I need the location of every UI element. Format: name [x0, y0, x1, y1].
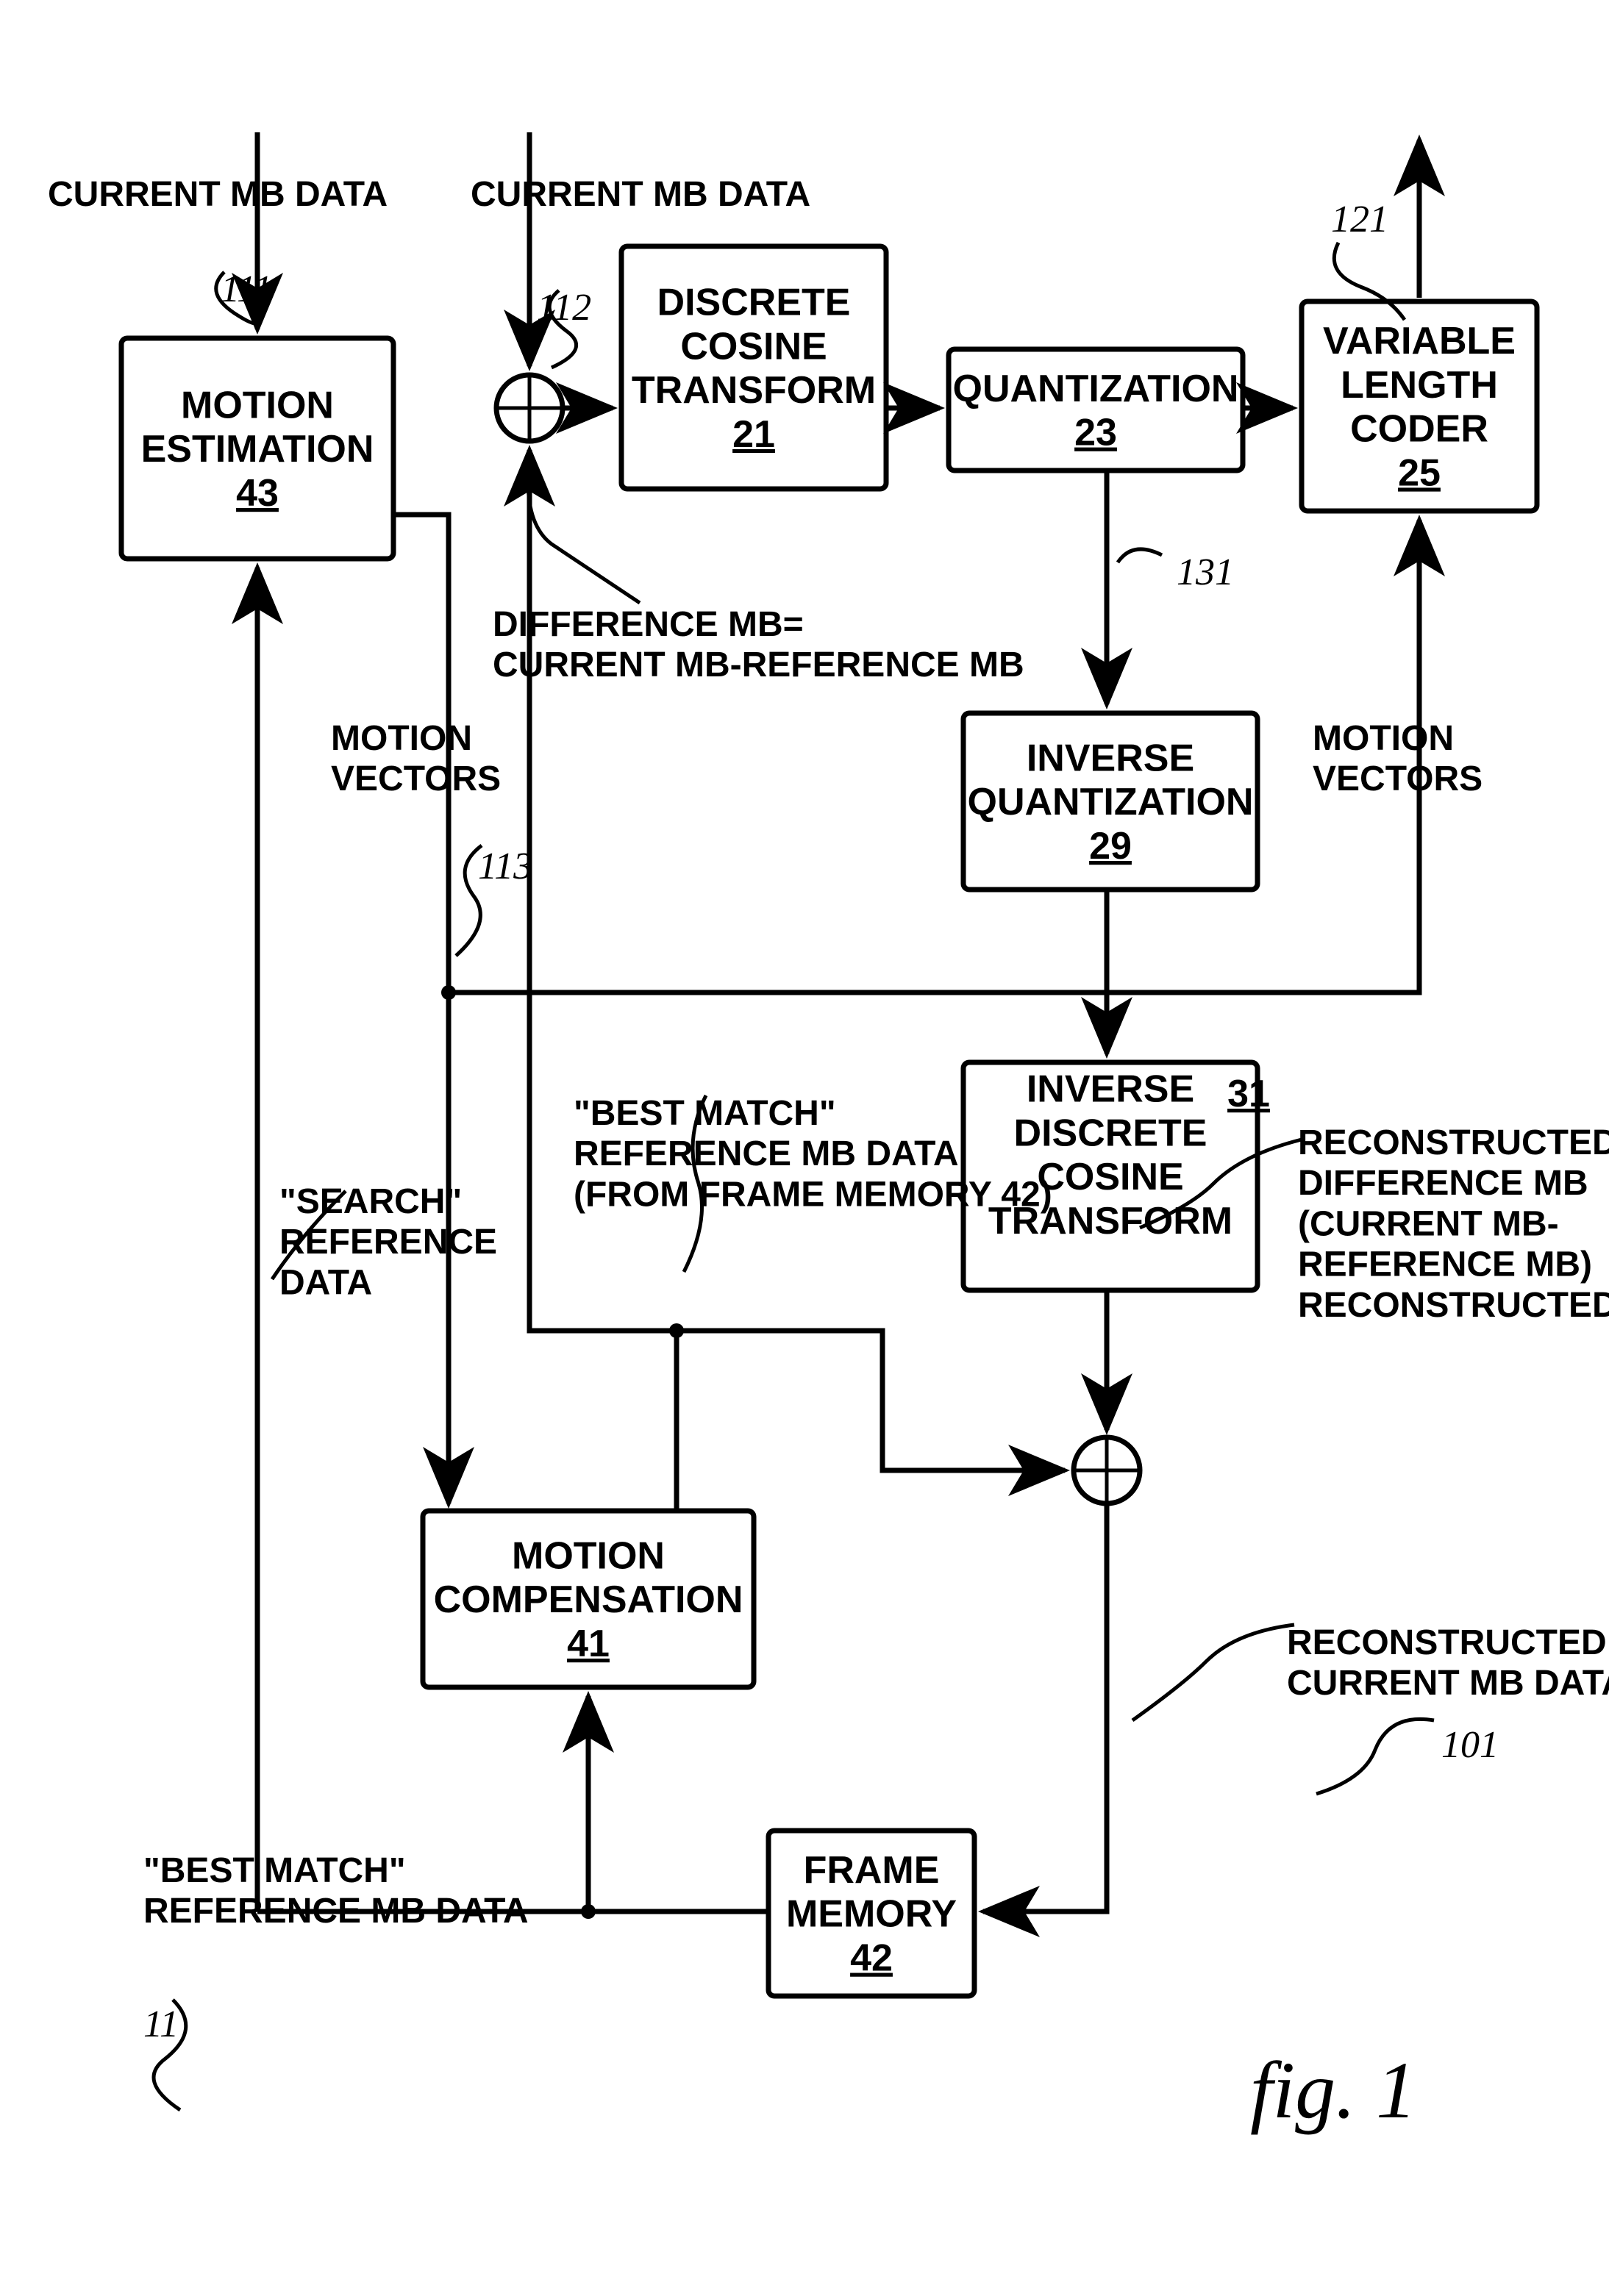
block-frame_memory-line-0: FRAME — [804, 1849, 940, 1892]
block-idct-line-1: DISCRETE — [1014, 1112, 1207, 1154]
label-motion_vectors_2-0: MOTION — [1313, 719, 1454, 758]
label-recon_curr-1: CURRENT MB DATA — [1287, 1664, 1609, 1703]
block-dct-ref: 21 — [732, 413, 775, 456]
block-motion_estimation-ref: 43 — [236, 472, 279, 515]
block-motion_comp-line-1: COMPENSATION — [434, 1578, 743, 1621]
label-best_match_ref-1: REFERENCE MB DATA — [143, 1892, 529, 1931]
label-recon_diff-1: DIFFERENCE MB — [1298, 1164, 1588, 1203]
label-best_match_ref: "BEST MATCH"REFERENCE MB DATA — [143, 1851, 529, 1931]
block-inv_quant-ref: 29 — [1089, 825, 1132, 868]
label-best_match_from_mem-2: (FROM FRAME MEMORY 42) — [574, 1175, 1052, 1214]
label-diff_mb: DIFFERENCE MB=CURRENT MB-REFERENCE MB — [493, 605, 1024, 684]
ref-ref_121: 121 — [1331, 199, 1388, 240]
block-frame_memory-line-1: MEMORY — [786, 1893, 957, 1936]
block-idct-line-2: COSINE — [1037, 1156, 1183, 1198]
label-current_mb_right-0: CURRENT MB DATA — [471, 175, 810, 214]
label-recon_diff-0: RECONSTRUCTED — [1298, 1123, 1609, 1162]
label-recon_curr: RECONSTRUCTEDCURRENT MB DATA — [1287, 1623, 1609, 1703]
adder-sub — [496, 375, 563, 441]
block-inv_quant-line-1: QUANTIZATION — [968, 781, 1254, 823]
block-motion_comp-ref: 41 — [567, 1623, 610, 1665]
block-idct-line-0: INVERSE — [1027, 1068, 1194, 1111]
block-idct-ref: 31 — [1227, 1073, 1270, 1115]
block-motion_estimation-line-0: MOTION — [181, 384, 334, 426]
ref-ref_113: 113 — [478, 845, 532, 887]
label-current_mb_left-0: CURRENT MB DATA — [48, 175, 388, 214]
label-motion_vectors_1-0: MOTION — [331, 719, 472, 758]
label-best_match_from_mem-1: REFERENCE MB DATA — [574, 1134, 959, 1173]
sq-131 — [1118, 549, 1162, 562]
block-quantization: QUANTIZATION23 — [949, 349, 1243, 471]
block-frame_memory: FRAMEMEMORY42 — [768, 1831, 974, 1996]
block-vlc: VARIABLELENGTHCODER25 — [1302, 301, 1537, 511]
block-quantization-line-0: QUANTIZATION — [953, 368, 1239, 410]
wire-add-to-fm — [983, 1503, 1107, 1911]
block-motion_comp: MOTIONCOMPENSATION41 — [423, 1511, 754, 1687]
block-frame_memory-ref: 42 — [850, 1937, 893, 1980]
video-encoder-block-diagram: MOTIONESTIMATION43DISCRETECOSINETRANSFOR… — [0, 0, 1609, 2296]
block-vlc-line-1: LENGTH — [1341, 364, 1498, 407]
label-motion_vectors_1-1: VECTORS — [331, 759, 501, 798]
block-inv_quant-line-0: INVERSE — [1027, 737, 1194, 779]
block-vlc-line-2: CODER — [1350, 408, 1488, 451]
block-motion_comp-line-0: MOTION — [512, 1534, 665, 1577]
label-search_ref-0: "SEARCH" — [279, 1182, 462, 1221]
label-motion_vectors_2-1: VECTORS — [1313, 759, 1483, 798]
label-search_ref-2: DATA — [279, 1263, 372, 1302]
label-motion_vectors_2: MOTIONVECTORS — [1313, 719, 1483, 798]
wire-mv-to-vlc — [449, 520, 1419, 993]
wire-mc-to-add — [677, 1331, 1065, 1470]
block-vlc-ref: 25 — [1398, 451, 1441, 494]
label-best_match_ref-0: "BEST MATCH" — [143, 1851, 406, 1890]
block-dct-line-1: COSINE — [680, 325, 827, 368]
label-diff_mb-1: CURRENT MB-REFERENCE MB — [493, 645, 1024, 684]
block-dct: DISCRETECOSINETRANSFORM21 — [621, 246, 886, 489]
label-recon_curr-0: RECONSTRUCTED — [1287, 1623, 1607, 1662]
block-dct-line-2: TRANSFORM — [632, 369, 876, 412]
ref-ref_101: 101 — [1441, 1724, 1499, 1766]
sq-reconcurr — [1132, 1625, 1294, 1720]
ref-ref_11: 11 — [143, 2003, 179, 2045]
label-recon_diff-3: REFERENCE MB) — [1298, 1245, 1592, 1284]
label-recon_diff: RECONSTRUCTEDDIFFERENCE MB(CURRENT MB-RE… — [1298, 1123, 1609, 1325]
ref-ref_112: 112 — [537, 287, 591, 329]
label-recon_diff-2: (CURRENT MB- — [1298, 1204, 1559, 1243]
block-inv_quant: INVERSEQUANTIZATION29 — [963, 713, 1257, 890]
label-current_mb_left: CURRENT MB DATA — [48, 175, 388, 214]
label-recon_diff-4: RECONSTRUCTED — [1298, 1286, 1609, 1325]
figure-label: fig. 1 — [1250, 2045, 1416, 2135]
ref-ref_111: 111 — [221, 268, 272, 310]
label-motion_vectors_1: MOTIONVECTORS — [331, 719, 501, 798]
block-quantization-ref: 23 — [1074, 412, 1117, 454]
block-motion_estimation-line-1: ESTIMATION — [141, 428, 374, 471]
block-motion_estimation: MOTIONESTIMATION43 — [121, 338, 393, 559]
label-current_mb_right: CURRENT MB DATA — [471, 175, 810, 214]
adder-add — [1074, 1437, 1140, 1503]
sq-101 — [1316, 1719, 1434, 1794]
block-dct-line-0: DISCRETE — [657, 282, 851, 324]
ref-ref_131: 131 — [1177, 551, 1234, 593]
block-vlc-line-0: VARIABLE — [1323, 320, 1516, 362]
label-diff_mb-0: DIFFERENCE MB= — [493, 605, 804, 644]
label-search_ref: "SEARCH"REFERENCEDATA — [279, 1182, 497, 1302]
